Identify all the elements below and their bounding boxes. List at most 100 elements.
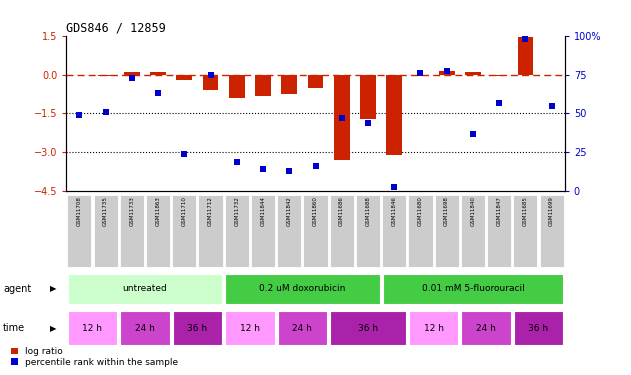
Bar <box>540 195 563 267</box>
Bar <box>413 75 428 76</box>
Text: GSM11847: GSM11847 <box>497 196 502 226</box>
Bar <box>382 274 563 304</box>
Bar <box>461 195 485 267</box>
Bar <box>514 311 563 345</box>
Bar <box>330 311 406 345</box>
Text: 36 h: 36 h <box>528 324 548 333</box>
Text: 12 h: 12 h <box>423 324 444 333</box>
Bar <box>203 75 218 90</box>
Bar <box>329 195 354 267</box>
Text: GSM11708: GSM11708 <box>77 196 82 226</box>
Bar <box>225 195 249 267</box>
Text: GSM11735: GSM11735 <box>103 196 108 226</box>
Bar <box>435 195 459 267</box>
Text: 12 h: 12 h <box>240 324 260 333</box>
Bar <box>461 311 510 345</box>
Point <box>442 68 452 74</box>
Bar <box>177 75 192 80</box>
Text: GSM11863: GSM11863 <box>156 196 160 226</box>
Bar <box>68 274 222 304</box>
Bar <box>278 311 327 345</box>
Bar <box>308 75 323 87</box>
Point <box>468 130 478 136</box>
Bar <box>225 311 274 345</box>
Bar <box>121 311 170 345</box>
Bar <box>409 311 458 345</box>
Bar <box>304 195 327 267</box>
Text: GSM11685: GSM11685 <box>523 196 528 226</box>
Text: GSM11844: GSM11844 <box>261 196 266 226</box>
Bar <box>255 75 271 96</box>
Bar <box>68 311 117 345</box>
Bar <box>487 195 511 267</box>
Text: GSM11680: GSM11680 <box>418 196 423 226</box>
Point <box>363 120 373 126</box>
Point <box>74 112 85 118</box>
Point <box>337 115 347 121</box>
Bar <box>98 75 114 76</box>
Text: GSM11846: GSM11846 <box>392 196 397 226</box>
Bar <box>93 195 117 267</box>
Bar <box>68 195 91 267</box>
Point <box>179 151 189 157</box>
Text: GSM11698: GSM11698 <box>444 196 449 226</box>
Bar <box>225 274 380 304</box>
Bar <box>281 75 297 94</box>
Bar <box>229 75 245 98</box>
Text: GSM11860: GSM11860 <box>313 196 318 226</box>
Point <box>310 164 321 170</box>
Text: GSM11840: GSM11840 <box>471 196 475 226</box>
Text: 24 h: 24 h <box>292 324 312 333</box>
Bar <box>146 195 170 267</box>
Text: GSM11688: GSM11688 <box>365 196 370 226</box>
Text: GSM11710: GSM11710 <box>182 196 187 226</box>
Point <box>284 168 294 174</box>
Text: 36 h: 36 h <box>187 324 208 333</box>
Text: 12 h: 12 h <box>83 324 102 333</box>
Bar <box>124 72 139 75</box>
Bar <box>360 75 376 119</box>
Text: ▶: ▶ <box>50 324 57 333</box>
Text: GDS846 / 12859: GDS846 / 12859 <box>66 21 166 34</box>
Bar <box>492 75 507 76</box>
Text: GSM11842: GSM11842 <box>286 196 292 226</box>
Bar <box>173 311 222 345</box>
Point <box>127 75 137 81</box>
Text: 0.01 mM 5-fluorouracil: 0.01 mM 5-fluorouracil <box>422 284 524 293</box>
Point <box>206 72 216 78</box>
Text: GSM11686: GSM11686 <box>339 196 345 226</box>
Bar <box>382 195 406 267</box>
Text: untreated: untreated <box>122 284 167 293</box>
Bar <box>199 195 223 267</box>
Bar <box>386 75 402 155</box>
Point <box>415 70 425 76</box>
Text: time: time <box>3 323 25 333</box>
Text: GSM11712: GSM11712 <box>208 196 213 226</box>
Bar <box>517 37 533 75</box>
Bar <box>277 195 302 267</box>
Bar <box>150 72 166 75</box>
Point <box>546 103 557 109</box>
Text: GSM11733: GSM11733 <box>129 196 134 226</box>
Bar <box>514 195 538 267</box>
Bar <box>251 195 275 267</box>
Point <box>494 99 504 105</box>
Text: GSM11732: GSM11732 <box>234 196 239 226</box>
Point <box>153 90 163 96</box>
Bar <box>172 195 196 267</box>
Bar <box>439 70 454 75</box>
Text: ▶: ▶ <box>50 284 57 293</box>
Point <box>232 159 242 165</box>
Point <box>521 36 531 42</box>
Text: 36 h: 36 h <box>358 324 378 333</box>
Text: agent: agent <box>3 284 32 294</box>
Point <box>258 166 268 172</box>
Bar <box>120 195 144 267</box>
Bar <box>465 72 481 75</box>
Point <box>100 109 110 115</box>
Text: 0.2 uM doxorubicin: 0.2 uM doxorubicin <box>259 284 346 293</box>
Point <box>389 184 399 190</box>
Text: 24 h: 24 h <box>476 324 496 333</box>
Text: GSM11699: GSM11699 <box>549 196 554 226</box>
Bar <box>356 195 380 267</box>
